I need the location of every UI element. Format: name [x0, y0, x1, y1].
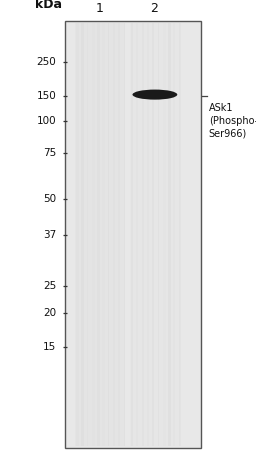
Bar	[173, 23, 175, 446]
Text: 250: 250	[37, 57, 56, 67]
Text: 50: 50	[43, 194, 56, 204]
Bar	[108, 23, 109, 446]
Bar	[147, 23, 149, 446]
Bar	[136, 23, 138, 446]
Bar	[131, 23, 133, 446]
Text: 1: 1	[96, 2, 104, 15]
Text: kDa: kDa	[35, 0, 62, 11]
Bar	[76, 23, 79, 446]
Bar	[178, 23, 181, 446]
Bar	[163, 23, 166, 446]
Bar	[123, 23, 125, 446]
Bar	[81, 23, 84, 446]
Bar	[102, 23, 105, 446]
Text: 75: 75	[43, 148, 56, 158]
Bar	[168, 23, 171, 446]
Text: 25: 25	[43, 281, 56, 291]
Bar	[157, 23, 159, 446]
Bar	[65, 21, 201, 448]
Bar	[97, 23, 100, 446]
Bar	[92, 23, 95, 446]
Text: 37: 37	[43, 230, 56, 240]
Bar	[152, 23, 154, 446]
Bar	[87, 23, 88, 446]
Text: 20: 20	[43, 308, 56, 318]
Bar	[142, 23, 144, 446]
Text: 2: 2	[150, 2, 157, 15]
Bar	[75, 23, 125, 446]
Bar	[113, 23, 115, 446]
Bar	[130, 23, 180, 446]
Text: ASk1
(Phospho-
Ser966): ASk1 (Phospho- Ser966)	[209, 103, 256, 138]
Text: 15: 15	[43, 342, 56, 352]
Bar	[118, 23, 121, 446]
Text: 150: 150	[37, 91, 56, 101]
Ellipse shape	[133, 90, 177, 100]
Text: 100: 100	[37, 116, 56, 126]
